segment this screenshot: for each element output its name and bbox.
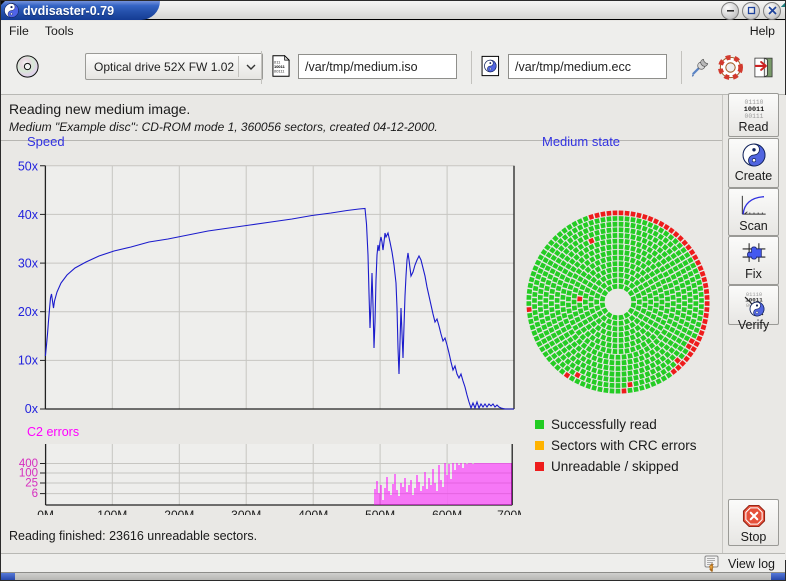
svg-text:400M: 400M xyxy=(298,508,328,515)
svg-text:200M: 200M xyxy=(164,508,194,515)
svg-text:600M: 600M xyxy=(432,508,462,515)
svg-text:500M: 500M xyxy=(365,508,395,515)
svg-text:0M: 0M xyxy=(37,508,54,515)
svg-text:01110: 01110 xyxy=(744,99,763,106)
svg-text:6: 6 xyxy=(32,488,38,500)
svg-text:00111: 00111 xyxy=(744,113,763,119)
svg-text:700M: 700M xyxy=(497,508,521,515)
svg-text:300M: 300M xyxy=(231,508,261,515)
svg-text:100M: 100M xyxy=(97,508,127,515)
svg-text:00111: 00111 xyxy=(274,69,284,74)
